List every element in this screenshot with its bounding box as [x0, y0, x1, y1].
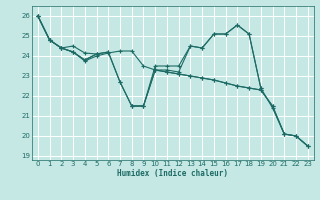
- X-axis label: Humidex (Indice chaleur): Humidex (Indice chaleur): [117, 169, 228, 178]
